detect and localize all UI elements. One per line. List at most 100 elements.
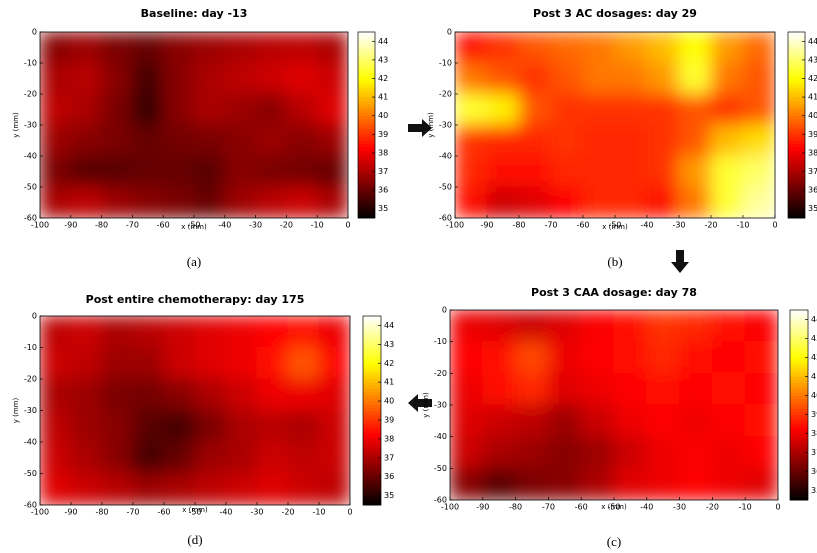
colorbar-segment <box>358 109 375 114</box>
heat-cell <box>486 155 520 188</box>
x-tick-label: -30 <box>672 221 685 230</box>
heat-cell <box>40 441 72 474</box>
colorbar-segment <box>363 356 381 361</box>
colorbar-segment <box>358 84 375 89</box>
x-tick-label: -30 <box>250 508 263 517</box>
colorbar-segment <box>363 416 381 421</box>
heat-cell <box>486 93 520 126</box>
heat-cell <box>518 62 552 95</box>
colorbar-segment <box>363 328 381 333</box>
y-tick-label: -60 <box>439 214 452 223</box>
colorbar-segment <box>358 87 375 92</box>
heat-cell <box>287 473 320 505</box>
x-axis-label: x (mm) <box>182 506 208 514</box>
colorbar-segment <box>358 103 375 107</box>
colorbar-segment <box>788 81 805 86</box>
colorbar-segment <box>363 435 381 440</box>
x-tick-label: -30 <box>249 221 262 230</box>
heat-cell <box>744 436 778 469</box>
colorbar-segment <box>788 112 805 117</box>
colorbar-segment <box>363 363 381 367</box>
heat-cell <box>614 186 648 218</box>
y-tick-label: -20 <box>24 90 37 99</box>
colorbar-segment <box>363 334 381 339</box>
x-axis-label: x (mm) <box>601 503 627 511</box>
x-tick-label: -20 <box>706 503 719 512</box>
heat-cell <box>285 32 318 64</box>
colorbar-segment <box>358 159 375 163</box>
heat-cell <box>455 93 488 126</box>
heat-cell <box>580 341 615 374</box>
heat-cell <box>225 473 258 505</box>
x-tick-label: -80 <box>95 221 108 230</box>
heatmap-cells <box>40 316 350 505</box>
heat-cell <box>225 378 258 411</box>
heat-cell <box>162 93 195 126</box>
heat-cell <box>679 404 713 438</box>
heat-cell <box>316 32 348 64</box>
heat-cell <box>679 467 713 500</box>
colorbar-tick-label: 37 <box>811 448 817 457</box>
heat-cell <box>225 316 258 348</box>
heat-cell <box>646 341 681 374</box>
colorbar-segment <box>790 477 808 482</box>
colorbar-segment <box>358 208 375 213</box>
heatmap <box>40 316 350 505</box>
heat-cell <box>163 410 196 443</box>
heat-cell <box>318 316 350 348</box>
colorbar-segment <box>363 460 381 465</box>
heat-cell <box>547 341 582 374</box>
colorbar-segment <box>788 187 805 191</box>
colorbar-segment <box>790 496 808 501</box>
colorbar-tick-label: 35 <box>808 204 817 213</box>
chart-title: Baseline: day -13 <box>141 7 248 20</box>
colorbar-segment <box>358 177 375 182</box>
y-axis-label: y (mm) <box>427 112 435 138</box>
heat-cell <box>162 124 195 157</box>
heat-cell <box>646 32 680 64</box>
y-tick-label: 0 <box>442 306 447 315</box>
colorbar-segment <box>788 165 805 169</box>
colorbar-segment <box>363 473 381 478</box>
y-tick-label: -20 <box>434 369 447 378</box>
colorbar-segment <box>363 438 381 443</box>
colorbar-segment <box>790 382 808 387</box>
colorbar-tick-label: 42 <box>811 353 817 362</box>
heat-cell <box>316 124 348 157</box>
colorbar-segment <box>363 338 381 342</box>
heat-cell <box>318 378 350 411</box>
heat-cell <box>678 186 712 218</box>
heat-cell <box>742 124 775 157</box>
heat-cell <box>679 310 713 343</box>
colorbar-segment <box>358 137 375 141</box>
heat-cell <box>193 155 226 188</box>
colorbar-segment <box>358 32 375 36</box>
heat-cell <box>40 93 72 126</box>
heat-cell <box>285 62 318 95</box>
colorbar-segment <box>788 168 805 172</box>
heat-cell <box>744 341 778 374</box>
colorbar-tick-label: 39 <box>378 130 388 139</box>
heat-cell <box>193 186 226 218</box>
heat-cell <box>646 404 681 438</box>
colorbar-segment <box>788 115 805 120</box>
colorbar-segment <box>788 90 805 95</box>
y-tick-label: -10 <box>24 59 37 68</box>
colorbar-segment <box>363 316 381 320</box>
heat-cell <box>710 62 744 95</box>
colorbar-segment <box>788 211 805 216</box>
heat-cell <box>194 347 227 380</box>
heat-cell <box>613 467 648 500</box>
y-tick-label: -20 <box>439 90 452 99</box>
colorbar-segment <box>363 322 381 326</box>
y-tick-label: -10 <box>439 59 452 68</box>
heat-cell <box>547 404 582 438</box>
heat-cell <box>224 93 257 126</box>
colorbar-segment <box>790 436 808 441</box>
heat-cell <box>711 341 746 374</box>
heat-cell <box>515 404 549 438</box>
heat-cell <box>614 155 648 188</box>
colorbar-segment <box>363 442 381 446</box>
x-tick-label: -70 <box>544 221 557 230</box>
heat-cell <box>486 186 520 218</box>
